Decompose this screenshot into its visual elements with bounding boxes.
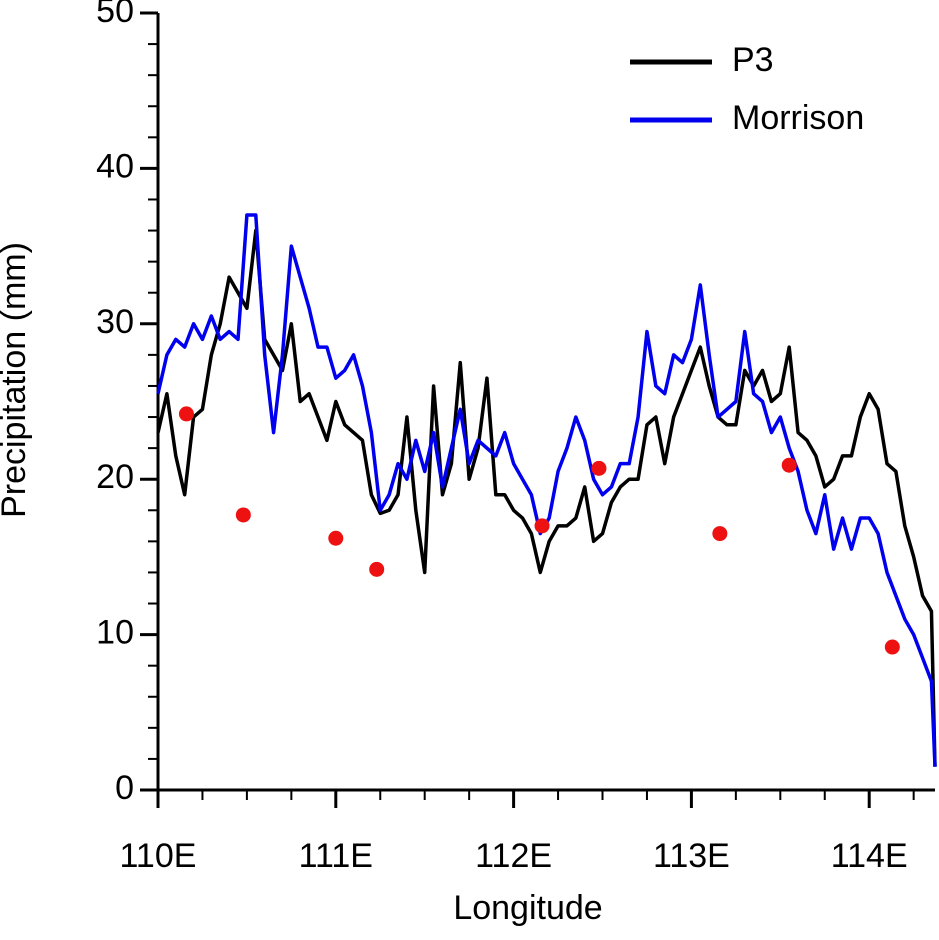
x-tick-label: 112E [475,837,552,875]
x-tick-label: 111E [299,837,373,875]
y-tick-label: 30 [96,303,134,341]
observation-point [712,526,728,542]
observation-point [781,457,797,473]
observation-point [369,561,385,577]
observation-point [591,460,607,476]
y-tick-label: 20 [96,458,134,496]
y-axis-label: Precipitation (mm) [0,242,33,518]
y-tick-label: 50 [96,0,134,30]
legend-label: P3 [732,41,774,79]
line-series [156,213,937,767]
x-tick-label: 114E [831,837,908,875]
y-tick-label: 40 [96,147,134,185]
y-tick-label: 0 [115,769,134,807]
observation-point [178,406,194,422]
observation-point [534,518,550,534]
y-tick-label: 10 [96,614,134,652]
observation-point [235,507,251,523]
observation-point [884,639,900,655]
x-tick-label: 110E [120,837,197,875]
x-tick-label: 113E [653,837,730,875]
observation-point [328,530,344,546]
line-series [156,228,937,767]
legend-label: Morrison [732,99,864,137]
x-axis-label: Longitude [453,889,602,927]
